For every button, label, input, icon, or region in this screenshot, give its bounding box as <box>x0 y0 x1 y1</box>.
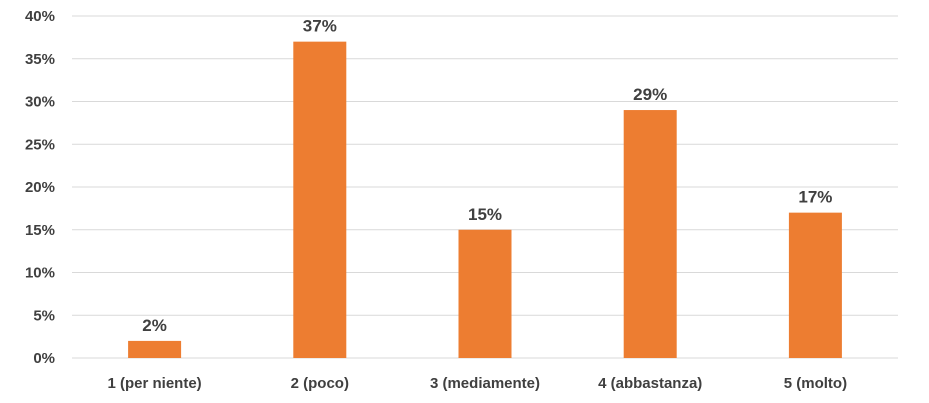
y-tick-label: 25% <box>25 136 55 153</box>
x-axis-category-labels: 1 (per niente) 2 (poco) 3 (mediamente) 4 (a… <box>108 375 848 392</box>
data-label: 17% <box>798 188 832 207</box>
category-label: 3 (mediamente) <box>430 375 540 392</box>
bar <box>128 340 182 358</box>
data-labels: 2% 37% 15% 29% 17% <box>142 17 832 335</box>
data-label: 37% <box>303 17 337 36</box>
y-axis-tick-labels: 0% 5% 10% 15% 20% 25% 30% 35% 40% <box>25 8 55 367</box>
category-label: 5 (molto) <box>784 375 847 392</box>
y-tick-label: 35% <box>25 51 55 68</box>
bar <box>458 229 512 358</box>
bar <box>293 41 347 359</box>
gridlines <box>72 15 898 359</box>
category-label: 2 (poco) <box>291 375 349 392</box>
bar <box>623 110 677 358</box>
bar <box>788 212 842 358</box>
data-label: 2% <box>142 316 167 335</box>
data-label: 15% <box>468 205 502 224</box>
y-tick-label: 0% <box>33 350 55 367</box>
category-label: 1 (per niente) <box>108 375 202 392</box>
y-tick-label: 20% <box>25 179 55 196</box>
bars <box>128 41 842 359</box>
y-tick-label: 15% <box>25 222 55 239</box>
y-tick-label: 30% <box>25 94 55 111</box>
y-tick-label: 10% <box>25 265 55 282</box>
category-label: 4 (abbastanza) <box>598 375 702 392</box>
y-tick-label: 5% <box>33 307 55 324</box>
data-label: 29% <box>633 85 667 104</box>
y-tick-label: 40% <box>25 8 55 25</box>
